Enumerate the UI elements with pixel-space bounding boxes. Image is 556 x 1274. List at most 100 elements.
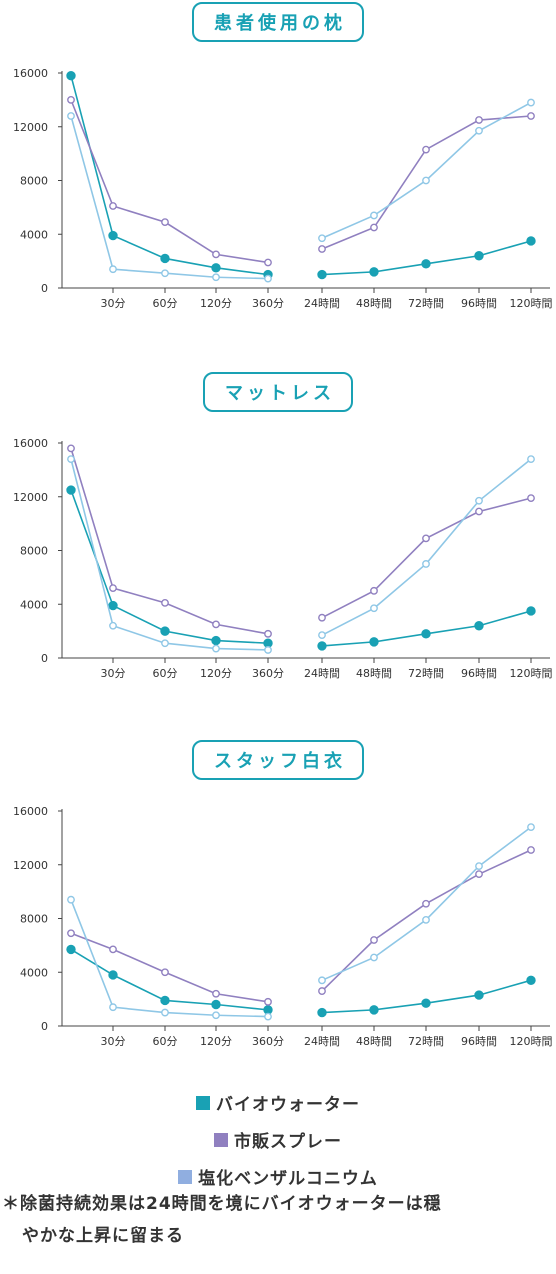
x-tick-label: 24時間 <box>304 1035 340 1048</box>
data-point <box>475 507 483 516</box>
legend-label: 塩化ベンザルコニウム <box>198 1169 378 1189</box>
data-point <box>527 98 535 107</box>
data-point <box>161 218 169 227</box>
data-point <box>212 644 220 653</box>
legend-swatch-icon <box>196 1095 210 1110</box>
data-point <box>109 621 117 630</box>
data-point <box>422 899 430 908</box>
y-tick-label: 0 <box>41 1020 48 1033</box>
data-point <box>67 455 75 464</box>
data-point <box>109 584 117 593</box>
chart-title: マットレス <box>203 372 353 412</box>
data-point <box>109 202 117 210</box>
series-line <box>70 458 269 651</box>
data-point <box>66 70 76 81</box>
data-point <box>421 629 431 639</box>
data-point <box>370 953 378 962</box>
data-point <box>421 259 431 269</box>
data-point <box>422 560 430 568</box>
data-point <box>66 485 76 495</box>
data-point <box>475 862 483 870</box>
data-point <box>527 823 535 832</box>
data-point <box>109 1003 117 1012</box>
x-tick-label: 48時間 <box>356 297 392 310</box>
legend-swatch-icon <box>214 1132 228 1147</box>
data-point <box>211 263 221 273</box>
x-tick-label: 30分 <box>101 297 126 310</box>
x-tick-label: 120分 <box>200 297 232 310</box>
data-point <box>212 1011 220 1020</box>
series-line <box>321 101 532 240</box>
data-point <box>475 126 483 135</box>
chart-panel: 16000 12000 8000 4000 0 30分 60分 120分 360分 24時間 48時… <box>0 0 556 340</box>
series-line <box>321 240 532 276</box>
series-line <box>70 99 269 264</box>
legend-item-benzalkonium: 塩化ベンザルコニウム <box>178 1164 378 1189</box>
data-point <box>474 621 484 631</box>
x-tick-label: 96時間 <box>461 297 497 310</box>
data-point <box>370 936 378 944</box>
data-point <box>318 234 326 243</box>
data-point <box>264 274 272 283</box>
x-tick-label: 72時間 <box>408 297 444 310</box>
x-tick-label: 60分 <box>153 1035 178 1048</box>
data-point <box>370 586 378 595</box>
series-line <box>70 899 269 1018</box>
footnote-line-2: やかな上昇に留まる <box>22 1226 184 1246</box>
legend-swatch-icon <box>178 1169 193 1184</box>
y-tick-label: 16000 <box>13 67 48 80</box>
data-point <box>317 641 327 651</box>
x-tick-label: 120時間 <box>510 297 553 310</box>
data-point <box>526 236 536 246</box>
legend-item-biowater: バイオウォーター <box>196 1090 360 1115</box>
data-point <box>475 496 483 505</box>
x-tick-label: 360分 <box>252 297 284 310</box>
chart-title: 患者使用の枕 <box>192 2 364 42</box>
x-tick-label: 120分 <box>200 1035 232 1048</box>
data-point <box>160 253 170 264</box>
chart-svg: 16000 12000 8000 4000 0 30分 60分 120分 360分 24時間 48時… <box>13 805 553 1048</box>
y-tick-label: 8000 <box>20 175 48 188</box>
data-point <box>212 989 220 998</box>
data-point <box>108 600 118 611</box>
data-point <box>67 929 75 938</box>
data-point <box>264 997 272 1006</box>
data-point <box>369 1005 379 1015</box>
data-point <box>369 637 379 647</box>
chart-panel: 16000 12000 8000 4000 0 30分 60分 120分 360分 24時間 48時… <box>0 738 556 1078</box>
data-point <box>212 620 220 629</box>
data-point <box>317 269 327 280</box>
data-point <box>211 999 221 1010</box>
data-point <box>422 176 430 185</box>
data-point <box>421 998 431 1008</box>
data-point <box>527 112 535 120</box>
data-point <box>264 629 272 638</box>
x-tick-label: 48時間 <box>356 1035 392 1048</box>
data-point <box>474 990 484 1000</box>
data-point <box>370 223 378 232</box>
data-point <box>109 945 117 954</box>
data-point <box>526 606 536 616</box>
y-tick-label: 0 <box>41 652 48 665</box>
data-point <box>108 230 118 241</box>
data-point <box>318 245 326 253</box>
data-point <box>422 145 430 154</box>
data-point <box>475 116 483 124</box>
series-line <box>70 115 269 280</box>
data-point <box>474 251 484 261</box>
data-point <box>422 534 430 543</box>
chart-svg: 16000 12000 8000 4000 0 30分 60分 120分 360分 24時間 48時… <box>13 437 553 680</box>
x-tick-label: 120分 <box>200 667 232 680</box>
x-tick-label: 24時間 <box>304 667 340 680</box>
data-point <box>67 444 75 453</box>
x-tick-label: 360分 <box>252 667 284 680</box>
legend-label: バイオウォーター <box>216 1095 360 1115</box>
data-point <box>161 599 169 607</box>
data-point <box>475 870 483 879</box>
data-point <box>211 635 221 646</box>
x-tick-label: 30分 <box>101 667 126 680</box>
x-tick-label: 30分 <box>101 1035 126 1048</box>
footnote: ＊除菌持続効果は24時間を境にバイオウォーターは穏 やかな上昇に留まる <box>2 1188 552 1252</box>
data-point <box>108 970 118 980</box>
y-tick-label: 16000 <box>13 437 48 450</box>
